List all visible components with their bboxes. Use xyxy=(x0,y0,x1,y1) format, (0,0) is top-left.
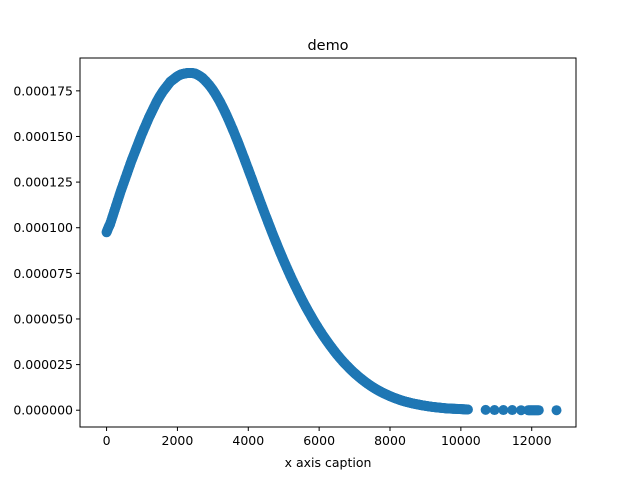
y-axis-ticks: 0.000000 0.000025 0.000050 0.000075 0.000100… xyxy=(13,83,80,418)
data-point xyxy=(516,405,527,416)
data-points xyxy=(101,67,562,416)
y-tick-label: 0.000150 xyxy=(13,129,73,144)
data-point xyxy=(498,405,509,416)
x-axis-label: x axis caption xyxy=(285,455,372,470)
x-tick-label: 12000 xyxy=(512,433,552,448)
x-tick-label: 10000 xyxy=(441,433,481,448)
data-point xyxy=(551,405,562,416)
y-tick-label: 0.000175 xyxy=(13,83,73,98)
y-tick-label: 0.000125 xyxy=(13,175,73,190)
data-point xyxy=(507,405,518,416)
y-tick-label: 0.000075 xyxy=(13,266,73,281)
y-tick-label: 0.000000 xyxy=(13,403,73,418)
chart-title: demo xyxy=(307,38,348,54)
plot-frame xyxy=(79,57,577,428)
y-tick-label: 0.000025 xyxy=(13,357,73,372)
data-point xyxy=(462,404,473,415)
x-tick-label: 6000 xyxy=(303,433,335,448)
data-point xyxy=(480,404,491,415)
x-tick-label: 4000 xyxy=(232,433,264,448)
data-point xyxy=(489,405,500,416)
y-tick-label: 0.000100 xyxy=(13,220,73,235)
x-axis-ticks: 0 2000 4000 6000 8000 10000 12000 xyxy=(103,427,552,448)
data-point xyxy=(532,405,543,416)
x-tick-label: 0 xyxy=(103,433,111,448)
x-tick-label: 8000 xyxy=(374,433,406,448)
x-tick-label: 2000 xyxy=(162,433,194,448)
y-tick-label: 0.000050 xyxy=(13,311,73,326)
